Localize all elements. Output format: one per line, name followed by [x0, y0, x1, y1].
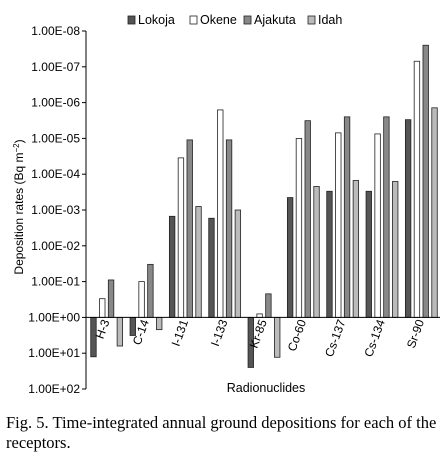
deposition-chart: Lokoja Okene Ajakuta Idah 1.00E-081.00E-071…	[12, 13, 440, 396]
legend-label-okene: Okene	[200, 13, 237, 27]
category-label: Co-60	[285, 317, 309, 353]
bar-ajakuta-co-60	[304, 120, 311, 318]
bar-okene-i-133	[217, 109, 224, 318]
legend-swatch-okene	[189, 15, 198, 25]
category-label: I-131	[169, 317, 192, 348]
bar-idah-kr-85	[274, 316, 281, 358]
y-axis-title: Deposition rates (Bq m−2)	[12, 139, 26, 274]
bar-ajakuta-c-14	[147, 263, 154, 318]
bar-ajakuta-h-3	[107, 279, 115, 318]
bar-lokoja-co-60	[286, 197, 294, 318]
bar-okene-i-131	[177, 157, 185, 318]
bar-lokoja-cs-134	[365, 190, 372, 318]
y-tick-label: 1.00E-02	[31, 239, 80, 253]
category-label: Sr-90	[404, 317, 427, 350]
y-axis: 1.00E-08 1.00E-07 1.00E-06 1.00E-05 1.00E-04…	[28, 24, 87, 396]
bar-idah-cs-134	[392, 181, 399, 318]
y-tick-label: 1.00E-04	[31, 167, 80, 181]
x-axis-title: Radionuclides	[227, 381, 306, 395]
bar-lokoja-sr-90	[404, 119, 412, 318]
bar-okene-cs-134	[374, 133, 381, 318]
y-tick-label: 1.00E-01	[31, 275, 80, 289]
bar-ajakuta-i-133	[225, 139, 233, 318]
bar-ajakuta-cs-134	[383, 116, 390, 318]
y-tick-label: 1.00E-03	[31, 203, 80, 217]
y-tick-label: 1.00E+00	[28, 310, 80, 324]
y-tick-label: 1.00E-05	[31, 131, 80, 145]
category-label: Cs-134	[361, 317, 387, 358]
legend: Lokoja Okene Ajakuta Idah	[127, 13, 342, 27]
bars	[90, 44, 438, 368]
bar-idah-i-131	[195, 206, 202, 318]
bar-lokoja-cs-137	[326, 190, 333, 318]
legend-label-idah: Idah	[318, 13, 342, 27]
bar-okene-c-14	[138, 281, 145, 318]
legend-swatch-ajakuta	[243, 15, 252, 25]
y-tick-label: 1.00E+02	[28, 382, 80, 396]
bar-lokoja-i-133	[208, 217, 215, 318]
figure-caption: Fig. 5. Time-integrated annual ground de…	[6, 413, 437, 452]
bar-okene-cs-137	[335, 132, 342, 318]
legend-swatch-idah	[307, 15, 316, 25]
legend-label-lokoja: Lokoja	[138, 13, 175, 27]
category-label: Cs-137	[322, 317, 348, 358]
bar-okene-kr-85	[256, 313, 263, 318]
bar-idah-sr-90	[431, 107, 438, 318]
category-label: H-3	[93, 317, 113, 340]
bar-ajakuta-kr-85	[265, 293, 272, 318]
category-label: I-133	[208, 317, 231, 348]
legend-swatch-lokoja	[127, 15, 136, 25]
bar-okene-sr-90	[413, 60, 421, 318]
bar-ajakuta-sr-90	[422, 44, 429, 318]
y-tick-label: 1.00E+01	[28, 346, 80, 360]
y-tick-label: 1.00E-07	[31, 60, 80, 74]
x-axis: H-3 C-14 I-131 I-133 Kr-85 Co-60 Cs-137 Cs-134 S…	[86, 316, 440, 359]
bar-idah-c-14	[156, 316, 163, 331]
bar-idah-co-60	[313, 186, 320, 318]
bar-ajakuta-i-131	[186, 139, 193, 318]
bar-idah-cs-137	[352, 180, 360, 318]
bar-lokoja-i-131	[168, 215, 176, 318]
bar-idah-h-3	[116, 316, 124, 347]
bar-okene-h-3	[99, 298, 106, 318]
y-tick-label: 1.00E-06	[31, 96, 80, 110]
bar-idah-i-133	[234, 209, 242, 318]
bar-okene-co-60	[295, 137, 303, 318]
legend-label-ajakuta: Ajakuta	[254, 13, 296, 27]
bar-ajakuta-cs-137	[343, 116, 351, 318]
y-tick-label: 1.00E-08	[31, 24, 80, 38]
